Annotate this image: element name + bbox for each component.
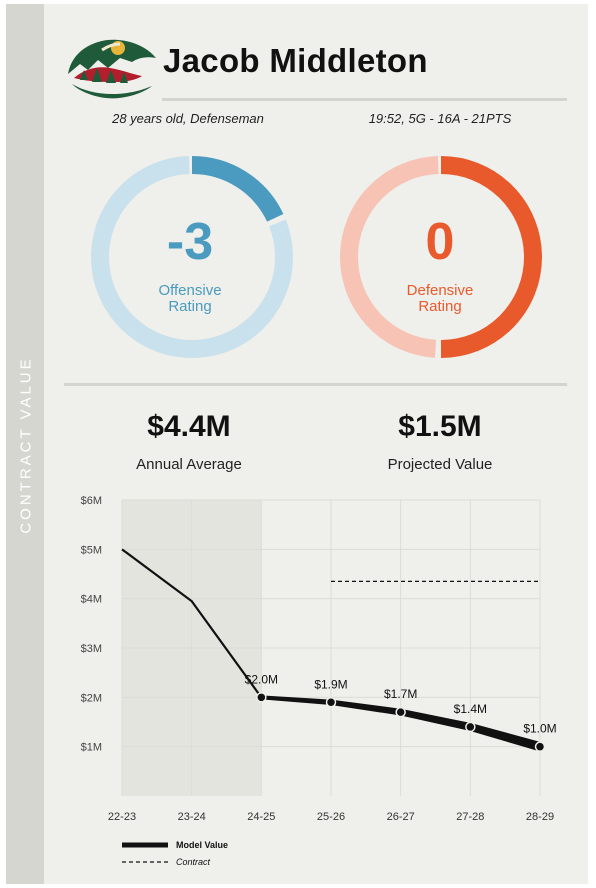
defensive-rating-label-line2: Rating xyxy=(418,298,462,315)
model-value-data-label: $1.7M xyxy=(384,687,417,701)
rating-ring-track xyxy=(340,156,439,358)
player-name: Jacob Middleton xyxy=(163,42,428,79)
model-value-projection-segment xyxy=(261,695,331,705)
model-value-history-line xyxy=(121,548,263,698)
y-tick-label: $2M xyxy=(81,692,102,704)
model-value-point xyxy=(465,721,476,733)
model-value-point xyxy=(395,706,406,718)
annual-average-value: $4.4M xyxy=(147,410,231,443)
model-value-data-label: $1.0M xyxy=(523,722,556,736)
defensive-rating-ring xyxy=(340,156,542,358)
model-value-point xyxy=(256,692,267,703)
card-background xyxy=(6,4,588,884)
annual-average-label: Annual Average xyxy=(136,456,242,473)
offensive-rating-ring xyxy=(91,156,293,358)
rating-ring-value-arc xyxy=(191,156,284,222)
player-stats: 19:52, 5G - 16A - 21PTS xyxy=(368,111,512,126)
x-tick-label: 23-24 xyxy=(178,811,206,823)
y-tick-label: $6M xyxy=(81,495,102,507)
y-tick-label: $4M xyxy=(81,594,102,606)
legend-model-value-label: Model Value xyxy=(176,840,228,850)
rating-ring-value-arc xyxy=(440,156,542,358)
x-tick-label: 24-25 xyxy=(247,811,275,823)
x-tick-label: 26-27 xyxy=(387,811,415,823)
sidebar xyxy=(6,4,44,884)
x-tick-label: 28-29 xyxy=(526,811,554,823)
model-value-projection-segment xyxy=(400,708,471,732)
rating-ring-track xyxy=(91,156,293,358)
x-tick-label: 22-23 xyxy=(108,811,136,823)
model-value-data-label: $1.4M xyxy=(454,702,487,716)
model-value-projection-segment xyxy=(331,699,401,716)
team-logo-icon xyxy=(68,39,156,99)
offensive-rating-label-line1: Offensive xyxy=(158,282,222,299)
projected-value-value: $1.5M xyxy=(398,410,482,443)
x-tick-label: 25-26 xyxy=(317,811,345,823)
model-value-data-label: $1.9M xyxy=(314,677,347,691)
model-value-point xyxy=(325,697,337,708)
player-bio: 28 years old, Defenseman xyxy=(112,111,264,126)
defensive-rating-value: 0 xyxy=(425,213,455,271)
section-divider xyxy=(64,383,567,386)
x-tick-label: 27-28 xyxy=(456,811,484,823)
offensive-rating-value: -3 xyxy=(166,213,214,271)
model-value-projection-segment xyxy=(470,722,540,752)
y-tick-label: $1M xyxy=(81,742,102,754)
offensive-rating-label-line2: Rating xyxy=(168,298,212,315)
y-tick-label: $5M xyxy=(81,544,102,556)
projected-value-label: Projected Value xyxy=(387,456,493,473)
legend-contract-label: Contract xyxy=(176,857,211,867)
defensive-rating-label-line1: Defensive xyxy=(406,282,474,299)
header-divider xyxy=(162,98,567,101)
y-tick-label: $3M xyxy=(81,643,102,655)
model-value-data-label: $2.0M xyxy=(245,672,278,686)
model-value-point xyxy=(534,741,546,752)
